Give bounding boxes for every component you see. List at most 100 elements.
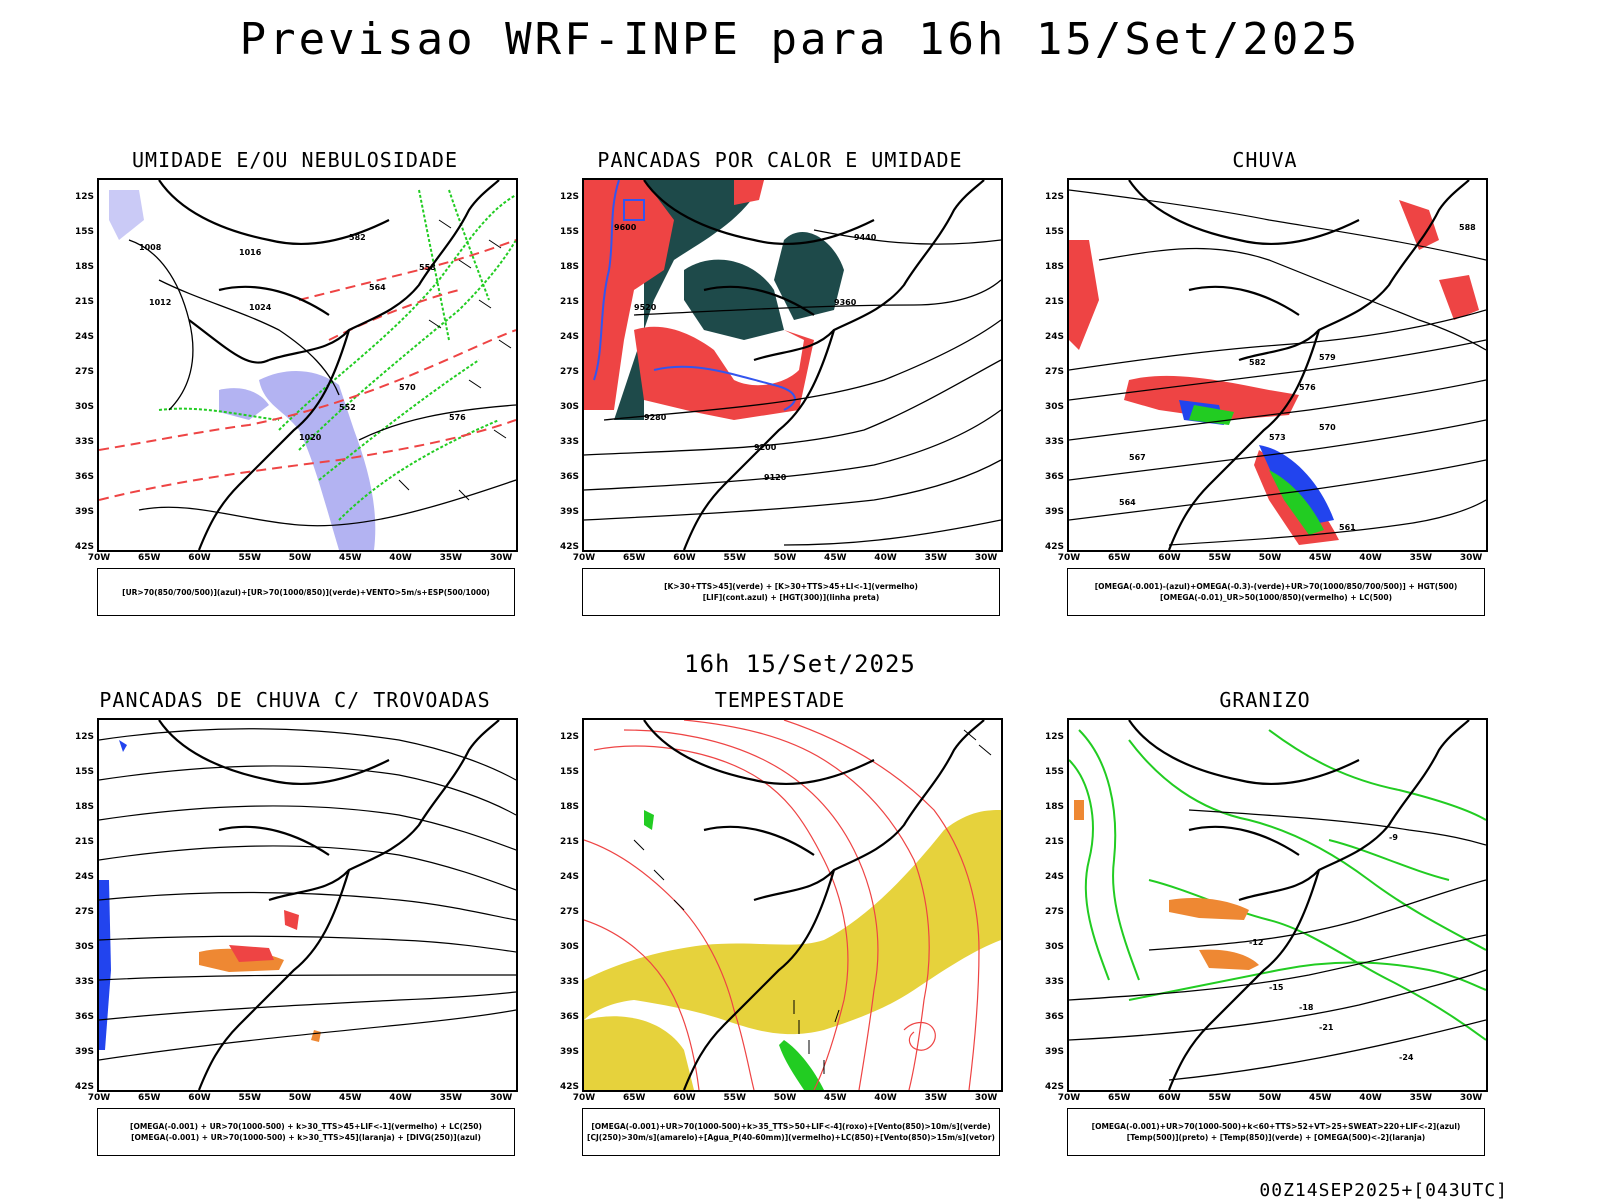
lat-tick-label: 15S xyxy=(1044,767,1064,777)
contour-label: 9360 xyxy=(834,298,857,307)
panel-title: CHUVA xyxy=(1232,148,1298,172)
legend-box: [OMEGA(-0.001) + UR>70(1000-500) + k>30_… xyxy=(97,1108,515,1156)
lon-tick-label: 50W xyxy=(773,553,797,563)
panel-title: GRANIZO xyxy=(1219,688,1311,712)
wind850-vectors xyxy=(633,729,992,1074)
contour-label: 1016 xyxy=(239,248,262,257)
contour-label: 570 xyxy=(399,383,416,392)
map-granizo: -9 -12 -15 -18 -21 -24 xyxy=(1067,718,1488,1092)
lat-tick-label: 18S xyxy=(559,262,579,272)
lon-tick-label: 35W xyxy=(1409,553,1433,563)
lat-tick-label: 33S xyxy=(1044,977,1064,987)
thickness-red-lines xyxy=(99,239,516,501)
lat-tick-label: 27S xyxy=(1044,907,1064,917)
lat-tick-label: 36S xyxy=(1044,472,1064,482)
lon-tick-label: 35W xyxy=(1409,1093,1433,1103)
contour-label: 588 xyxy=(1459,223,1476,232)
panel-calor: PANCADAS POR CALOR E UMIDADE 12S 15S 18S 21… xyxy=(545,148,1015,618)
lat-tick-label: 21S xyxy=(1044,837,1064,847)
contour-label: -12 xyxy=(1249,938,1263,947)
lat-tick-label: 15S xyxy=(74,767,94,777)
lat-tick-label: 18S xyxy=(1044,262,1064,272)
panel-granizo: GRANIZO 12S 15S 18S 21S 24S 27S 30S 33S 36S 39S 42… xyxy=(1030,688,1500,1158)
lat-tick-label: 36S xyxy=(74,1012,94,1022)
panel-title: UMIDADE E/OU NEBULOSIDADE xyxy=(131,148,459,172)
lat-tick-label: 36S xyxy=(74,472,94,482)
coastline-borders xyxy=(1128,180,1470,550)
legend-line: [OMEGA(-0.01)_UR>50(1000/850)(vermelho) … xyxy=(1159,593,1393,602)
legend-line: [OMEGA(-0.001) + UR>70(1000-500) + k>30_… xyxy=(131,1133,481,1142)
panel-tempestade: TEMPESTADE 12S 15S 18S 21S 24S 27S 30S 33S 36S 39… xyxy=(545,688,1015,1158)
temp850-green-contours xyxy=(1069,729,1486,1041)
lat-tick-label: 30S xyxy=(1044,402,1064,412)
lon-tick-label: 65W xyxy=(1108,553,1131,563)
contour-label: 558 xyxy=(419,263,436,272)
lon-tick-label: 40W xyxy=(1359,553,1382,563)
streamlines-250 xyxy=(99,728,516,1061)
lat-tick-label: 42S xyxy=(559,1082,579,1092)
lon-tick-label: 30W xyxy=(974,1093,998,1103)
lat-tick-label: 39S xyxy=(1044,507,1064,517)
wind-vectors xyxy=(398,219,512,501)
legend-line: [OMEGA(-0.001) + UR>70(1000-500) + k>30_… xyxy=(130,1122,482,1131)
lon-axis: 70W 65W 60W 55W 50W 45W 40W 35W 30W xyxy=(1058,1093,1488,1105)
heat-red-area xyxy=(584,180,814,420)
lon-tick-label: 40W xyxy=(1359,1093,1382,1103)
lon-tick-label: 55W xyxy=(723,1093,746,1103)
legend-line: [Temp(500)](preto) + [Temp(850)](verde) … xyxy=(1126,1133,1426,1142)
lon-tick-label: 70W xyxy=(572,553,596,563)
lat-tick-label: 42S xyxy=(1044,542,1064,552)
contour-label: 564 xyxy=(1119,498,1136,507)
lon-tick-label: 55W xyxy=(1208,1093,1231,1103)
contour-label: 1012 xyxy=(149,298,171,307)
contour-label: 567 xyxy=(1129,453,1146,462)
lat-axis: 12S 15S 18S 21S 24S 27S 30S 33S 36S 39S 42S xyxy=(545,178,581,552)
contour-label: 9120 xyxy=(764,473,787,482)
legend-box: [OMEGA(-0.001)+UR>70(1000-500)+k<60+TTS>… xyxy=(1067,1108,1485,1156)
contour-label: -21 xyxy=(1319,1023,1334,1032)
lat-tick-label: 27S xyxy=(559,367,579,377)
lat-tick-label: 33S xyxy=(1044,437,1064,447)
contour-label: 573 xyxy=(1269,433,1286,442)
lat-tick-label: 15S xyxy=(559,227,579,237)
lon-axis: 70W 65W 60W 55W 50W 45W 40W 35W 30W xyxy=(573,553,1003,565)
map-canvas xyxy=(99,720,516,1090)
wind850-green-area xyxy=(644,810,824,1090)
contour-label: 1024 xyxy=(249,303,272,312)
map-tempestade xyxy=(582,718,1003,1092)
lon-tick-label: 30W xyxy=(489,553,513,563)
lon-tick-label: 45W xyxy=(1309,1093,1332,1103)
lon-tick-label: 60W xyxy=(1158,553,1181,563)
lat-axis: 12S 15S 18S 21S 24S 27S 30S 33S 36S 39S 42S xyxy=(545,718,581,1092)
contour-label: -9 xyxy=(1389,833,1398,842)
contour-label: 561 xyxy=(1339,523,1356,532)
lon-axis: 70W 65W 60W 55W 50W 45W 40W 35W 30W xyxy=(88,553,518,565)
lon-tick-label: 50W xyxy=(288,1093,312,1103)
lon-tick-label: 45W xyxy=(339,553,362,563)
panel-chuva: CHUVA 12S 15S 18S 21S 24S 27S 30S 33S 36S 39S 42S xyxy=(1030,148,1500,618)
lat-tick-label: 12S xyxy=(74,192,94,202)
divg-blue-speckles xyxy=(99,740,127,1050)
lon-tick-label: 65W xyxy=(623,553,646,563)
legend-line: [CJ(250)>30m/s](amarelo)+[Agua_P(40-60mm… xyxy=(587,1133,995,1142)
lon-tick-label: 30W xyxy=(1459,1093,1483,1103)
lon-tick-label: 60W xyxy=(188,1093,211,1103)
lat-tick-label: 30S xyxy=(559,942,579,952)
lat-tick-label: 39S xyxy=(559,1047,579,1057)
lon-tick-label: 45W xyxy=(1309,553,1332,563)
contour-label: 564 xyxy=(369,283,386,292)
panel-title: TEMPESTADE xyxy=(714,688,846,712)
lat-tick-label: 27S xyxy=(74,367,94,377)
pressure-black-lines xyxy=(128,239,516,527)
lon-tick-label: 50W xyxy=(1258,1093,1282,1103)
map-chuva: 588 582 579 576 573 570 567 564 561 xyxy=(1067,178,1488,552)
contour-label: 9520 xyxy=(634,303,657,312)
contour-label: 9440 xyxy=(854,233,877,242)
lat-tick-label: 36S xyxy=(1044,1012,1064,1022)
contour-label: 552 xyxy=(339,403,356,412)
lat-tick-label: 12S xyxy=(1044,192,1064,202)
lat-tick-label: 36S xyxy=(559,472,579,482)
map-trovoadas xyxy=(97,718,518,1092)
lon-tick-label: 55W xyxy=(1208,553,1231,563)
lon-tick-label: 55W xyxy=(723,553,746,563)
